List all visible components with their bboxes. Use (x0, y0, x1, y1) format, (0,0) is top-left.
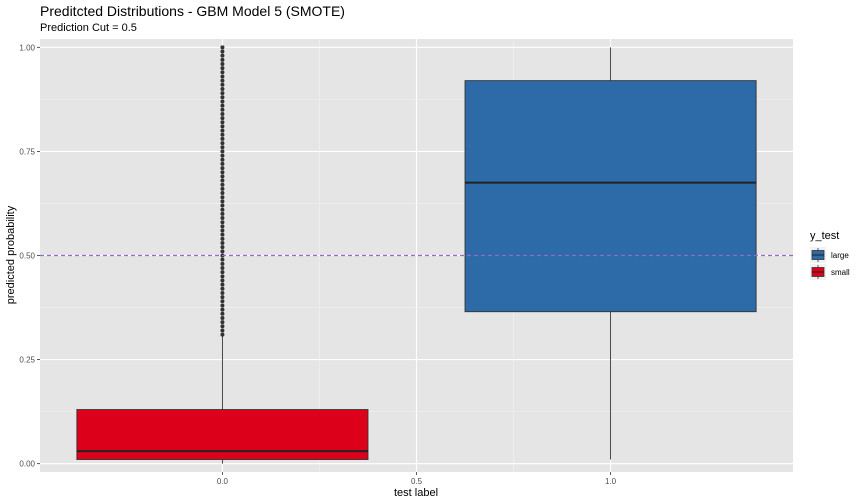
outlier-point-small (220, 282, 225, 287)
outlier-point-small (220, 195, 225, 200)
y-tick-label: 1.00 (19, 43, 35, 52)
outlier-point-small (220, 157, 225, 162)
outlier-point-small (220, 95, 225, 100)
outlier-point-small (220, 45, 225, 50)
outlier-point-small (220, 199, 225, 204)
outlier-point-small (220, 57, 225, 62)
outlier-point-small (220, 295, 225, 300)
outlier-point-small (220, 91, 225, 96)
outlier-point-small (220, 249, 225, 254)
outlier-point-small (220, 220, 225, 225)
outlier-point-small (220, 86, 225, 91)
data-marks (40, 45, 793, 464)
outlier-point-small (220, 53, 225, 58)
outlier-point-small (220, 270, 225, 275)
outlier-point-small (220, 132, 225, 137)
outlier-point-small (220, 82, 225, 87)
outlier-point-small (220, 315, 225, 320)
outlier-point-small (220, 149, 225, 154)
outlier-point-small (220, 320, 225, 325)
outlier-point-small (220, 128, 225, 133)
outlier-point-small (220, 328, 225, 333)
outlier-point-small (220, 290, 225, 295)
outlier-point-small (220, 161, 225, 166)
outlier-point-small (220, 116, 225, 121)
outlier-point-small (220, 274, 225, 279)
outlier-point-small (220, 299, 225, 304)
outlier-point-small (220, 182, 225, 187)
axes: 0.00 0.25 0.50 0.75 1.00 0.0 0.5 1.0 (19, 43, 616, 486)
outlier-point-small (220, 311, 225, 316)
legend-label-large: large (831, 251, 849, 260)
x-axis-title: test label (394, 487, 438, 499)
y-tick-label: 0.25 (19, 356, 35, 365)
outlier-point-small (220, 324, 225, 329)
outlier-point-small (220, 278, 225, 283)
chart-subtitle: Prediction Cut = 0.5 (40, 22, 137, 34)
outlier-point-small (220, 257, 225, 262)
outlier-point-small (220, 191, 225, 196)
box-large (464, 80, 757, 313)
outlier-point-small (220, 124, 225, 129)
outlier-point-small (220, 66, 225, 71)
outlier-point-small (220, 166, 225, 171)
outlier-point-small (220, 265, 225, 270)
y-tick-label: 0.75 (19, 147, 35, 156)
outlier-point-small (220, 103, 225, 108)
outlier-point-small (220, 232, 225, 237)
outlier-point-small (220, 245, 225, 250)
outlier-point-small (220, 145, 225, 150)
outlier-point-small (220, 99, 225, 104)
outlier-point-small (220, 174, 225, 179)
outlier-point-small (220, 107, 225, 112)
outlier-point-small (220, 61, 225, 66)
outlier-point-small (220, 224, 225, 229)
outlier-point-small (220, 170, 225, 175)
outlier-point-small (220, 111, 225, 116)
outlier-point-small (220, 74, 225, 79)
outlier-point-small (220, 286, 225, 291)
x-tick-label: 1.0 (605, 477, 617, 486)
x-tick-label: 0.0 (217, 477, 229, 486)
outlier-point-small (220, 70, 225, 75)
outlier-point-small (220, 78, 225, 83)
outlier-point-small (220, 153, 225, 158)
outlier-point-small (220, 261, 225, 266)
legend-title: y_test (810, 230, 839, 242)
outlier-point-small (220, 307, 225, 312)
outlier-point-small (220, 236, 225, 241)
outlier-point-small (220, 303, 225, 308)
outlier-point-small (220, 332, 225, 337)
x-tick-label: 0.5 (411, 477, 423, 486)
outlier-point-small (220, 207, 225, 212)
y-tick-label: 0.00 (19, 460, 35, 469)
legend-label-small: small (831, 268, 850, 277)
y-axis-title: predicted probability (5, 205, 17, 304)
outlier-point-small (220, 49, 225, 54)
outlier-point-small (220, 211, 225, 216)
y-tick-label: 0.50 (19, 252, 35, 261)
outlier-point-small (220, 141, 225, 146)
outlier-point-small (220, 203, 225, 208)
outlier-point-small (220, 228, 225, 233)
outlier-point-small (220, 120, 225, 125)
chart-title: Preditcted Distributions - GBM Model 5 (… (40, 3, 345, 19)
outlier-point-small (220, 241, 225, 246)
outlier-point-small (220, 136, 225, 141)
outlier-point-small (220, 178, 225, 183)
outlier-point-small (220, 216, 225, 221)
outlier-point-small (220, 186, 225, 191)
